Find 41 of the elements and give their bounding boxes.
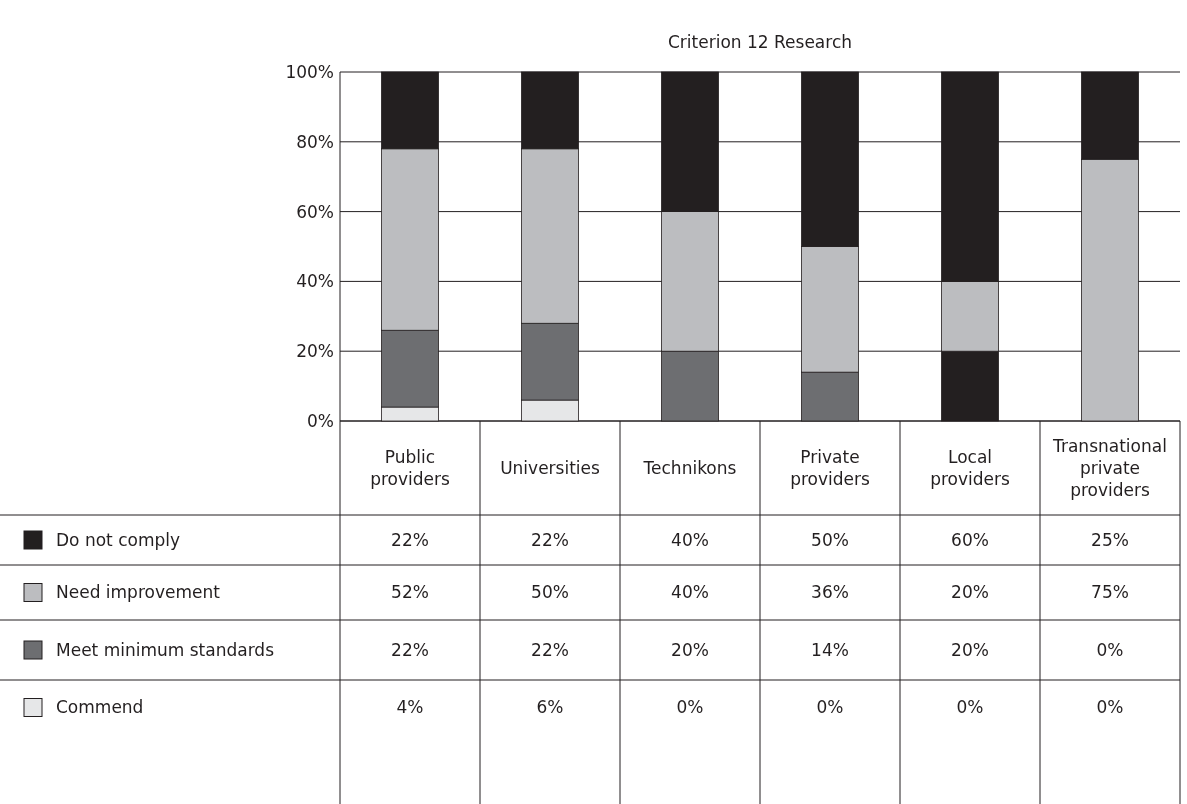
- data-label: 75%: [1091, 582, 1129, 603]
- data-label: 6%: [536, 697, 564, 718]
- x-tick-label: Private providers: [790, 446, 870, 489]
- data-label: 14%: [811, 639, 849, 660]
- data-label: 22%: [391, 639, 429, 660]
- data-label: 22%: [531, 529, 569, 550]
- data-label: 0%: [956, 697, 984, 718]
- data-label: 0%: [816, 697, 844, 718]
- data-label: 50%: [531, 582, 569, 603]
- y-tick-label: 0%: [307, 410, 334, 431]
- y-tick-label: 80%: [296, 131, 334, 152]
- data-label: 0%: [1096, 639, 1124, 660]
- data-label: 20%: [951, 639, 989, 660]
- data-label: 40%: [671, 529, 709, 550]
- legend-label: Meet minimum standards: [56, 639, 275, 660]
- x-tick-label: Public providers: [370, 446, 450, 489]
- legend-label: Need improvement: [56, 582, 221, 603]
- y-tick-label: 20%: [296, 341, 334, 362]
- x-tick-label: Local providers: [930, 446, 1010, 489]
- chart-title: Criterion 12 Research: [667, 32, 853, 52]
- data-label: 0%: [676, 697, 704, 718]
- data-label: 0%: [1096, 697, 1124, 718]
- data-label: 40%: [671, 582, 709, 603]
- y-tick-label: 40%: [296, 271, 334, 292]
- data-label: 20%: [671, 639, 709, 660]
- data-label: 4%: [396, 697, 424, 718]
- y-tick-label: 60%: [296, 201, 334, 222]
- data-label: 22%: [531, 639, 569, 660]
- data-label: 25%: [1091, 529, 1129, 550]
- data-label: 22%: [391, 529, 429, 550]
- data-label: 20%: [951, 582, 989, 603]
- legend-label: Do not comply: [56, 529, 181, 550]
- data-label: 60%: [951, 529, 989, 550]
- legend-label: Commend: [56, 697, 144, 718]
- x-tick-label: Technikons: [642, 457, 737, 478]
- data-label: 52%: [391, 582, 429, 603]
- data-label: 36%: [811, 582, 849, 603]
- y-tick-label: 100%: [285, 61, 334, 82]
- x-tick-label: Universities: [500, 457, 601, 478]
- x-tick-label: Transnational private providers: [1052, 435, 1167, 500]
- data-label: 50%: [811, 529, 849, 550]
